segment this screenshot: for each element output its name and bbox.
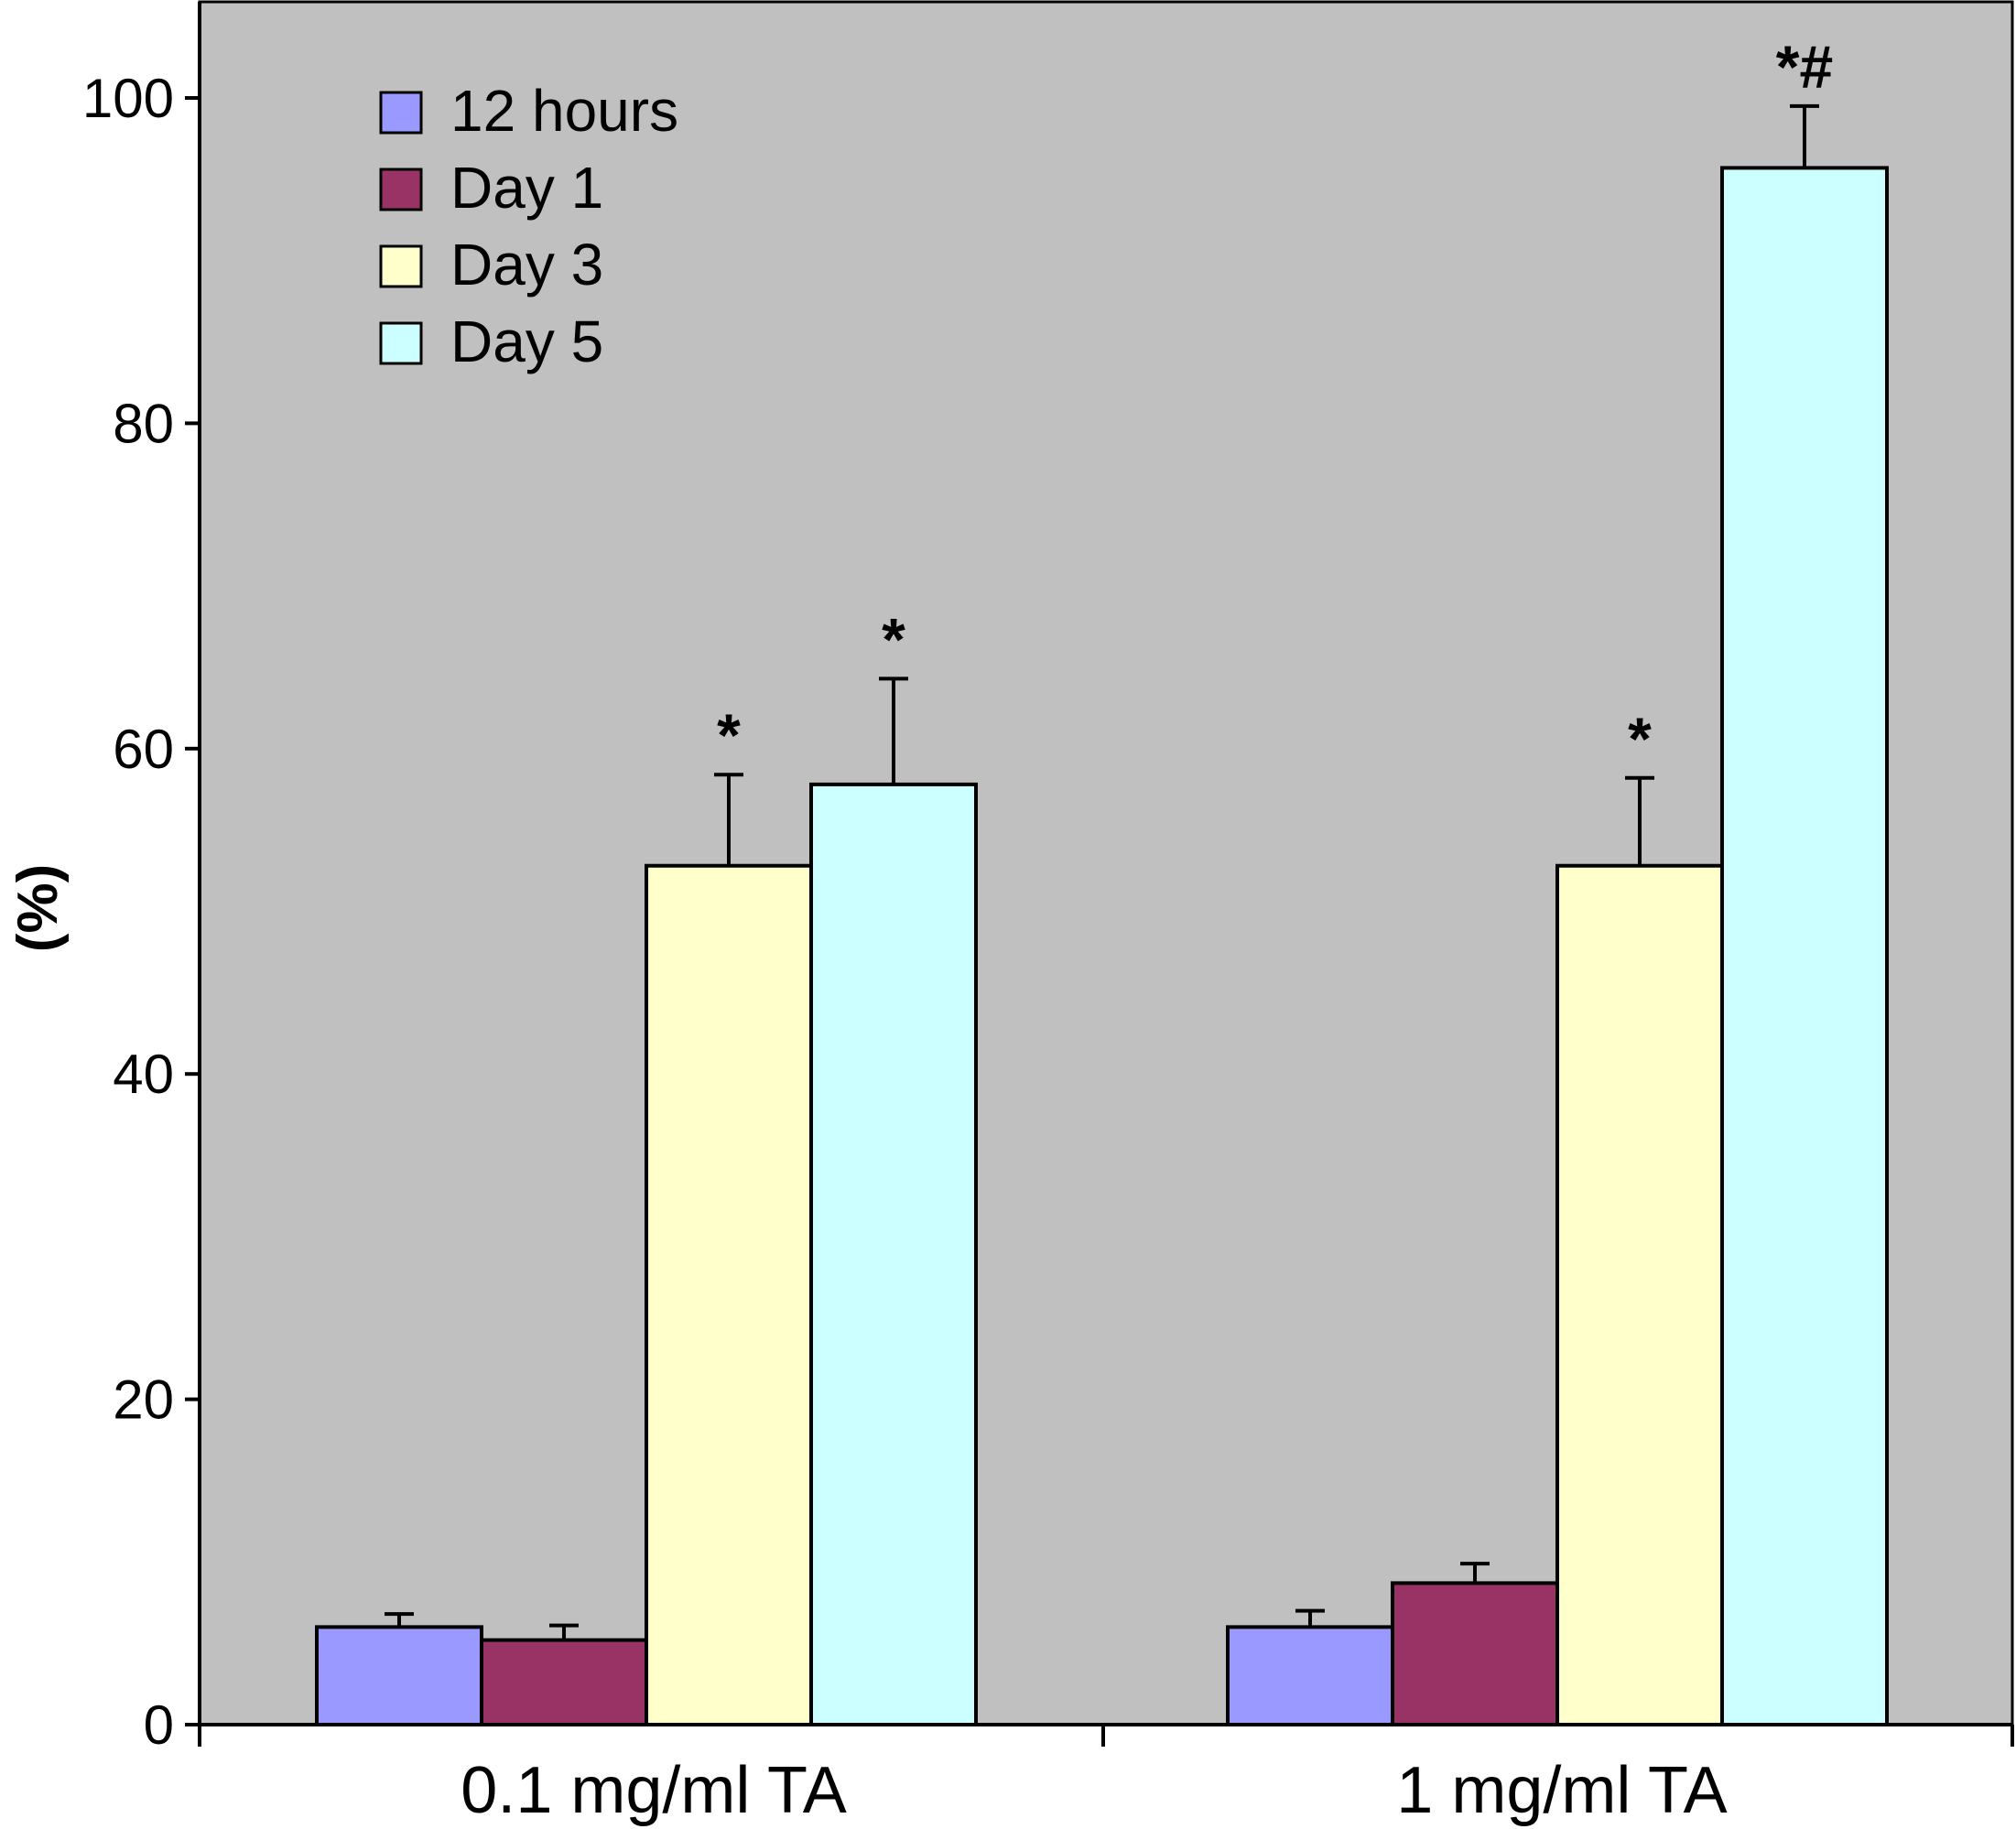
bar-day-5-0 (809, 782, 978, 1726)
significance-marker: *# (1776, 33, 1833, 101)
significance-marker: * (717, 701, 741, 769)
legend-swatch (379, 321, 423, 365)
legend-swatch (379, 168, 423, 211)
legend-swatch (379, 91, 423, 135)
bar-day-1-1 (1391, 1581, 1559, 1726)
y-tick-label: 0 (144, 1694, 174, 1756)
bar-day-3-1 (1555, 863, 1724, 1726)
y-tick-label: 20 (113, 1369, 174, 1431)
y-tick-label: 60 (113, 719, 174, 780)
bar-12-hours-1 (1226, 1625, 1394, 1727)
y-axis-label: (%) (6, 864, 70, 952)
significance-marker: * (882, 605, 905, 673)
significance-marker: * (1628, 705, 1652, 773)
y-tick-label: 40 (113, 1044, 174, 1105)
x-category-label: 1 mg/ml TA (1396, 1754, 1727, 1827)
x-category-label: 0.1 mg/ml TA (461, 1754, 846, 1827)
y-tick-label: 80 (113, 393, 174, 454)
legend-label: Day 3 (450, 232, 603, 298)
bar-day-3-0 (645, 863, 813, 1726)
bar-12-hours-0 (315, 1625, 483, 1727)
y-tick-label: 100 (82, 68, 174, 129)
legend-label: 12 hours (450, 78, 678, 144)
bar-day-5-1 (1720, 166, 1889, 1726)
legend-label: Day 1 (450, 155, 603, 221)
bar-day-1-0 (480, 1638, 648, 1726)
legend-label: Day 5 (450, 308, 603, 374)
legend-swatch (379, 244, 423, 288)
